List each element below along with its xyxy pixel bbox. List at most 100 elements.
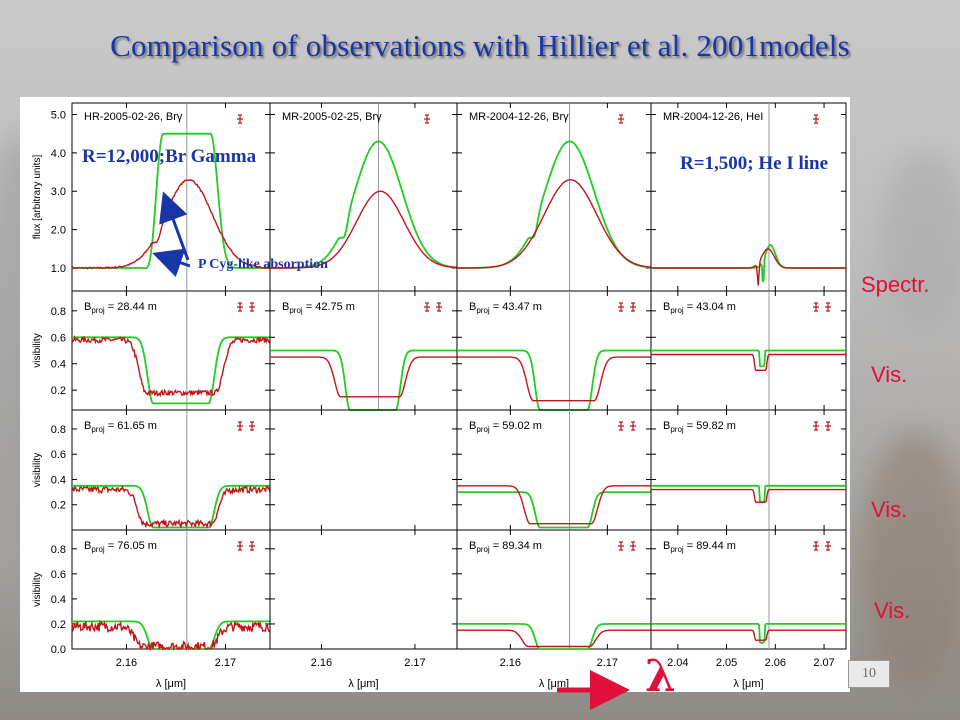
y-tick-label-row0-0: 1.0 xyxy=(51,263,66,275)
panel-label-r2c0: Bproj = 61.65 m xyxy=(84,420,157,434)
panel-label-r3c2: Bproj = 89.34 m xyxy=(469,540,542,554)
x-axis-label-col3: λ [μm] xyxy=(733,678,763,690)
error-bar-r1c1-1 xyxy=(436,302,442,312)
x-tick-label-col2-1: 2.17 xyxy=(597,657,618,669)
panel-label-r3c3: Bproj = 89.44 m xyxy=(663,540,736,554)
panel-label-r3c0: Bproj = 76.05 m xyxy=(84,540,157,554)
panel-label-r0c1: MR-2005-02-25, Brγ xyxy=(282,111,382,123)
panel-frame-r0c2 xyxy=(456,102,652,292)
x-tick-label-col3-0: 2.04 xyxy=(667,657,688,669)
panel-label-r2c3: Bproj = 59.82 m xyxy=(663,420,736,434)
error-bar-r1c3-1 xyxy=(825,302,831,312)
panel-frame-r0c3 xyxy=(650,102,847,292)
series-model-r3c0 xyxy=(72,620,270,650)
series-observed-r1c1 xyxy=(270,356,457,398)
error-bar-r1c2-1 xyxy=(630,302,636,312)
annotation-br-gamma: R=12,000;Br Gamma xyxy=(82,146,257,167)
annotation-p-cyg: P Cyg-like absorption xyxy=(198,257,328,272)
series-observed-r2c2 xyxy=(457,485,651,525)
series-observed-r1c0 xyxy=(71,334,271,398)
y-tick-label-row2-0: 0.2 xyxy=(51,500,66,512)
y-axis-label-row2: visibility xyxy=(32,453,43,487)
x-tick-label-col1-1: 2.17 xyxy=(404,657,425,669)
series-model-r2c0 xyxy=(72,484,270,529)
side-label-visibility-3: Vis. xyxy=(874,598,911,623)
panel-label-r1c0: Bproj = 28.44 m xyxy=(84,301,157,315)
y-tick-label-row3-3: 0.6 xyxy=(51,569,66,581)
x-tick-label-col0-1: 2.17 xyxy=(215,657,236,669)
series-model-r2c3 xyxy=(651,484,846,504)
x-axis-label-col1: λ [μm] xyxy=(348,678,378,690)
y-axis-label-row1: visibility xyxy=(32,333,43,367)
y-axis-label-row3: visibility xyxy=(32,572,43,606)
panel-label-r1c3: Bproj = 43.04 m xyxy=(663,301,736,315)
y-tick-label-row0-1: 2.0 xyxy=(51,225,66,237)
y-tick-label-row3-2: 0.4 xyxy=(51,594,66,606)
panel-frame-r3c1 xyxy=(269,529,458,650)
error-bar-r2c3-1 xyxy=(825,421,831,431)
error-bar-r0c1-0 xyxy=(424,114,430,124)
error-bar-r0c3-0 xyxy=(813,114,819,124)
y-tick-label-row2-1: 0.4 xyxy=(51,474,66,486)
chart-figure: 1.0 2.0 3.0 4.0 5.0 HR-2005-02-26, Brγ MR-2005… xyxy=(20,97,850,692)
series-observed-r0c3 xyxy=(651,248,846,286)
error-bar-r0c0-0 xyxy=(237,114,243,124)
panel-frame-r3c3 xyxy=(650,529,847,650)
x-tick-label-col0-0: 2.16 xyxy=(116,657,137,669)
y-axis-label-row0: flux [arbitrary units] xyxy=(32,155,43,240)
error-bar-r1c3-0 xyxy=(813,302,819,312)
panel-label-r0c0: HR-2005-02-26, Brγ xyxy=(84,111,183,123)
series-model-r0c3 xyxy=(651,244,846,283)
error-bar-r3c3-0 xyxy=(813,541,819,551)
series-observed-r2c0 xyxy=(72,484,271,529)
error-bar-r3c0-0 xyxy=(237,541,243,551)
series-observed-r0c2 xyxy=(457,178,652,269)
panel-label-r0c3: MR-2004-12-26, HeI xyxy=(663,111,763,123)
series-observed-r2c3 xyxy=(651,488,846,503)
x-tick-label-col3-2: 2.06 xyxy=(765,657,786,669)
series-model-r0c2 xyxy=(457,140,652,269)
error-bar-r3c2-1 xyxy=(630,541,636,551)
error-bar-r1c2-0 xyxy=(618,302,624,312)
x-tick-label-col2-0: 2.16 xyxy=(500,657,521,669)
series-observed-r1c2 xyxy=(457,356,651,402)
annotation-he-line: R=1,500; He I line xyxy=(680,153,829,174)
error-bar-r2c0-0 xyxy=(237,421,243,431)
series-observed-r0c1 xyxy=(270,190,458,269)
error-bar-r1c0-1 xyxy=(249,302,255,312)
series-observed-r1c3 xyxy=(651,353,846,371)
x-axis-label-col0: λ [μm] xyxy=(156,678,186,690)
panel-label-r0c2: MR-2004-12-26, Brγ xyxy=(469,111,569,123)
error-bar-r2c2-1 xyxy=(630,421,636,431)
y-tick-label-row1-0: 0.2 xyxy=(51,385,66,397)
series-model-r2c2 xyxy=(457,491,651,529)
series-model-r1c1 xyxy=(270,349,457,411)
y-tick-label-row0-4: 5.0 xyxy=(51,110,66,122)
y-tick-label-row0-3: 4.0 xyxy=(51,148,66,160)
series-observed-r0c0 xyxy=(71,178,271,270)
side-label-visibility-1: Vis. xyxy=(871,362,908,387)
y-tick-label-row1-1: 0.4 xyxy=(51,359,66,371)
y-tick-label-row1-3: 0.8 xyxy=(51,306,66,318)
panel-label-r2c2: Bproj = 59.02 m xyxy=(469,420,542,434)
panel-label-r1c1: Bproj = 42.75 m xyxy=(282,301,355,315)
chart-grid-svg: 1.0 2.0 3.0 4.0 5.0 HR-2005-02-26, Brγ MR-2005… xyxy=(32,102,847,690)
side-label-visibility-2: Vis. xyxy=(871,497,908,522)
error-bar-r1c1-0 xyxy=(424,302,430,312)
error-bar-r3c0-1 xyxy=(249,541,255,551)
y-tick-label-row0-2: 3.0 xyxy=(51,186,66,198)
side-label-spectrum: Spectr. xyxy=(861,272,930,297)
error-bar-r3c2-0 xyxy=(618,541,624,551)
error-bar-r0c2-0 xyxy=(618,114,624,124)
series-model-r1c3 xyxy=(651,349,846,368)
y-tick-label-row3-1: 0.2 xyxy=(51,619,66,631)
panel-frame-r2c1 xyxy=(269,409,458,531)
error-bar-r3c3-1 xyxy=(825,541,831,551)
y-tick-label-row3-4: 0.8 xyxy=(51,544,66,556)
error-bar-r1c0-0 xyxy=(237,302,243,312)
y-tick-label-row3-0: 0.0 xyxy=(51,644,66,656)
x-axis-label-col2: λ [μm] xyxy=(539,678,569,690)
panel-label-r1c2: Bproj = 43.47 m xyxy=(469,301,542,315)
series-observed-r3c3 xyxy=(651,629,846,641)
series-observed-r3c0 xyxy=(71,619,271,652)
